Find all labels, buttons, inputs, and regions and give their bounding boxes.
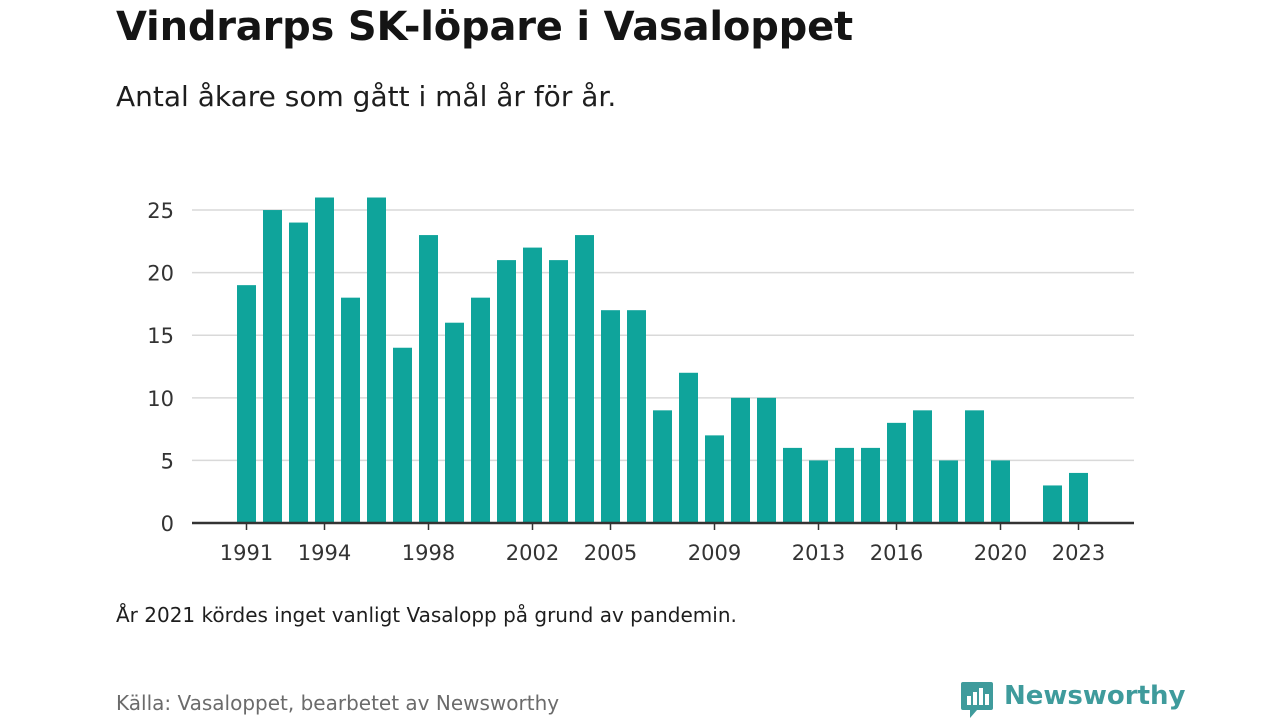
bar-1997: [393, 347, 412, 523]
x-tick-label: 1998: [402, 541, 455, 565]
y-tick-label: 15: [147, 324, 174, 348]
bar-2012: [783, 447, 802, 523]
brand-name: Newsworthy: [1004, 681, 1186, 711]
bar-2011: [757, 397, 776, 523]
x-tick-label: 2023: [1052, 541, 1105, 565]
x-tick-label: 2020: [974, 541, 1027, 565]
bar-2000: [471, 297, 490, 523]
bar-1998: [419, 235, 438, 523]
bar-1996: [367, 197, 386, 523]
source-text: Källa: Vasaloppet, bearbetet av Newswort…: [116, 691, 560, 715]
bar-1993: [289, 222, 308, 524]
axes: 0 5 10 15 20 25 1991 1994 1998 2002 2005 2009 2013 20…: [147, 199, 1134, 565]
bar-2001: [497, 260, 516, 523]
bar-2010: [731, 397, 750, 523]
x-tick-label: 2016: [870, 541, 923, 565]
bar-2007: [653, 410, 672, 523]
x-tick-label: 2009: [688, 541, 741, 565]
bar-1999: [445, 322, 464, 523]
bar-2015: [861, 447, 880, 523]
bar-1991: [237, 285, 256, 523]
bar-2009: [705, 435, 724, 523]
bar-2018: [939, 460, 958, 523]
x-tick-label: 2013: [792, 541, 845, 565]
bar-2022: [1043, 485, 1062, 523]
bar-2005: [601, 310, 620, 523]
y-tick-label: 25: [147, 199, 174, 223]
bar-2002: [523, 247, 542, 523]
bar-2023: [1069, 472, 1088, 523]
chart-note: År 2021 kördes inget vanligt Vasalopp på…: [116, 603, 737, 627]
chart-title: Vindrarps SK-löpare i Vasaloppet: [116, 4, 853, 50]
bar-2020: [991, 460, 1010, 523]
bars: [237, 197, 1088, 524]
x-tick-label: 1994: [298, 541, 351, 565]
bar-2017: [913, 410, 932, 523]
bar-2019: [965, 410, 984, 523]
bar-2014: [835, 447, 854, 523]
x-tick-label: 2002: [506, 541, 559, 565]
bar-2006: [627, 310, 646, 523]
newsworthy-logo-icon: [961, 682, 993, 718]
x-tick-label: 2005: [584, 541, 637, 565]
bar-chart: 0 5 10 15 20 25 1991 1994 1998 2002 2005 2009 2013 20…: [147, 197, 1134, 565]
bar-2016: [887, 422, 906, 523]
y-tick-label: 5: [161, 449, 174, 473]
bar-2013: [809, 460, 828, 523]
bar-1994: [315, 197, 334, 523]
y-tick-label: 0: [161, 512, 174, 536]
bar-1995: [341, 297, 360, 523]
chart-subtitle: Antal åkare som gått i mål år för år.: [116, 80, 617, 113]
brand-logo: Newsworthy: [960, 680, 1185, 720]
bar-1992: [263, 210, 282, 523]
bar-2004: [575, 235, 594, 523]
y-tick-label: 20: [147, 262, 174, 286]
bar-2008: [679, 372, 698, 523]
x-tick-label: 1991: [220, 541, 273, 565]
y-tick-label: 10: [147, 387, 174, 411]
bar-2003: [549, 260, 568, 523]
